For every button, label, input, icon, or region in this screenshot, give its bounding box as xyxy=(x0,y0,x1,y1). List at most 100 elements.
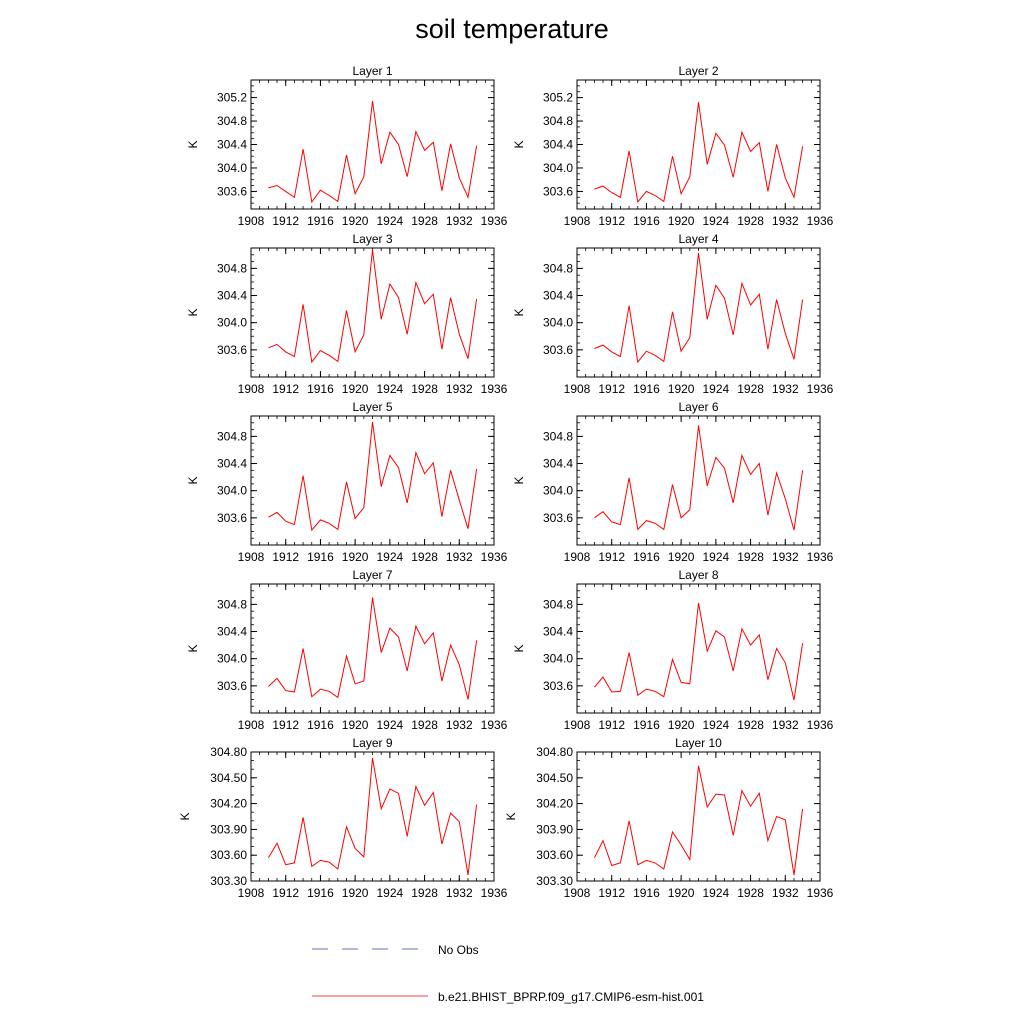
y-tick-label: 303.30 xyxy=(210,874,247,888)
x-tick-label: 1912 xyxy=(598,718,625,732)
x-tick-label: 1936 xyxy=(481,550,508,564)
y-tick-label: 304.4 xyxy=(217,625,247,639)
x-tick-label: 1928 xyxy=(737,382,764,396)
y-axis-label: K xyxy=(178,812,192,820)
y-tick-label: 304.0 xyxy=(217,484,247,498)
plot-frame xyxy=(576,79,821,210)
y-tick-label: 304.4 xyxy=(217,289,247,303)
y-axis-label: K xyxy=(186,644,200,652)
y-axis-label: K xyxy=(504,812,518,820)
panel-title: Layer 3 xyxy=(352,232,392,246)
x-tick-label: 1916 xyxy=(307,718,334,732)
x-tick-label: 1936 xyxy=(807,214,834,228)
y-tick-label: 304.8 xyxy=(543,261,573,275)
x-tick-label: 1908 xyxy=(564,550,591,564)
y-tick-label: 303.6 xyxy=(543,343,573,357)
x-tick-label: 1920 xyxy=(342,550,369,564)
plot-frame xyxy=(576,247,821,378)
y-tick-label: 304.50 xyxy=(210,771,247,785)
y-tick-label: 304.0 xyxy=(543,652,573,666)
x-tick-label: 1936 xyxy=(807,886,834,900)
panel-1: Layer 1 303.6 304.0 304.4 304.8 305.2 1908 1912… xyxy=(186,64,508,228)
x-tick-label: 1936 xyxy=(481,886,508,900)
x-tick-label: 1924 xyxy=(703,718,730,732)
x-tick-label: 1912 xyxy=(598,214,625,228)
x-tick-label: 1908 xyxy=(238,886,265,900)
x-tick-label: 1928 xyxy=(737,718,764,732)
x-tick-label: 1928 xyxy=(411,382,438,396)
x-tick-label: 1932 xyxy=(772,382,799,396)
panel-10: Layer 10 303.30 303.60 303.90 304.20 304.50 30… xyxy=(504,736,834,900)
x-tick-label: 1928 xyxy=(411,718,438,732)
x-tick-label: 1924 xyxy=(377,718,404,732)
x-tick-label: 1932 xyxy=(446,214,473,228)
x-tick-label: 1908 xyxy=(564,886,591,900)
series-line xyxy=(268,597,478,700)
series-line xyxy=(594,252,804,364)
panel-title: Layer 9 xyxy=(352,736,392,750)
y-tick-label: 305.2 xyxy=(543,91,573,105)
x-tick-label: 1932 xyxy=(446,550,473,564)
x-tick-label: 1920 xyxy=(668,550,695,564)
y-tick-label: 304.0 xyxy=(217,316,247,330)
y-axis-label: K xyxy=(186,476,200,484)
y-tick-label: 304.8 xyxy=(543,597,573,611)
y-tick-label: 303.6 xyxy=(217,343,247,357)
x-tick-label: 1912 xyxy=(272,214,299,228)
y-tick-label: 304.20 xyxy=(210,797,247,811)
x-tick-label: 1916 xyxy=(633,382,660,396)
x-tick-label: 1924 xyxy=(703,550,730,564)
x-tick-label: 1936 xyxy=(807,382,834,396)
y-tick-label: 304.0 xyxy=(543,316,573,330)
x-tick-label: 1932 xyxy=(772,718,799,732)
x-tick-label: 1920 xyxy=(342,214,369,228)
y-tick-label: 303.6 xyxy=(543,184,573,198)
y-tick-label: 304.20 xyxy=(536,797,573,811)
x-tick-label: 1932 xyxy=(446,718,473,732)
plot-frame xyxy=(576,751,821,882)
x-tick-label: 1916 xyxy=(633,214,660,228)
x-tick-label: 1928 xyxy=(411,886,438,900)
x-tick-label: 1924 xyxy=(703,382,730,396)
y-tick-label: 304.50 xyxy=(536,771,573,785)
x-tick-label: 1928 xyxy=(737,886,764,900)
plot-frame xyxy=(250,751,495,882)
x-tick-label: 1912 xyxy=(598,550,625,564)
x-tick-label: 1924 xyxy=(703,886,730,900)
y-tick-label: 304.80 xyxy=(210,745,247,759)
y-tick-label: 304.4 xyxy=(543,457,573,471)
x-tick-label: 1932 xyxy=(772,550,799,564)
x-tick-label: 1908 xyxy=(238,550,265,564)
plot-frame xyxy=(250,79,495,210)
x-tick-label: 1924 xyxy=(377,382,404,396)
x-tick-label: 1908 xyxy=(564,718,591,732)
x-tick-label: 1912 xyxy=(272,382,299,396)
y-tick-label: 303.60 xyxy=(210,848,247,862)
panel-3: Layer 3 303.6 304.0 304.4 304.8 1908 1912 1916 1… xyxy=(186,232,508,396)
x-tick-label: 1936 xyxy=(807,550,834,564)
x-tick-label: 1924 xyxy=(377,214,404,228)
x-tick-label: 1936 xyxy=(481,214,508,228)
y-tick-label: 304.0 xyxy=(543,161,573,175)
x-tick-label: 1916 xyxy=(633,550,660,564)
x-tick-label: 1932 xyxy=(772,214,799,228)
chart-title: soil temperature xyxy=(415,14,609,44)
panel-6: Layer 6 303.6 304.0 304.4 304.8 1908 1912 1916 1… xyxy=(512,400,834,564)
x-tick-label: 1916 xyxy=(307,382,334,396)
plot-frame xyxy=(250,415,495,546)
panel-title: Layer 4 xyxy=(678,232,718,246)
y-axis-label: K xyxy=(512,644,526,652)
panel-title: Layer 1 xyxy=(352,64,392,78)
plot-frame xyxy=(250,583,495,714)
y-tick-label: 303.90 xyxy=(210,822,247,836)
panel-title: Layer 10 xyxy=(675,736,722,750)
x-tick-label: 1912 xyxy=(598,382,625,396)
y-tick-label: 304.4 xyxy=(543,625,573,639)
x-tick-label: 1916 xyxy=(633,718,660,732)
series-line xyxy=(594,602,804,701)
x-tick-label: 1928 xyxy=(737,214,764,228)
panel-5: Layer 5 303.6 304.0 304.4 304.8 1908 1912 1916 1… xyxy=(186,400,508,564)
panel-9: Layer 9 303.30 303.60 303.90 304.20 304.50 304… xyxy=(178,736,508,900)
x-tick-label: 1936 xyxy=(481,382,508,396)
y-axis-label: K xyxy=(186,308,200,316)
